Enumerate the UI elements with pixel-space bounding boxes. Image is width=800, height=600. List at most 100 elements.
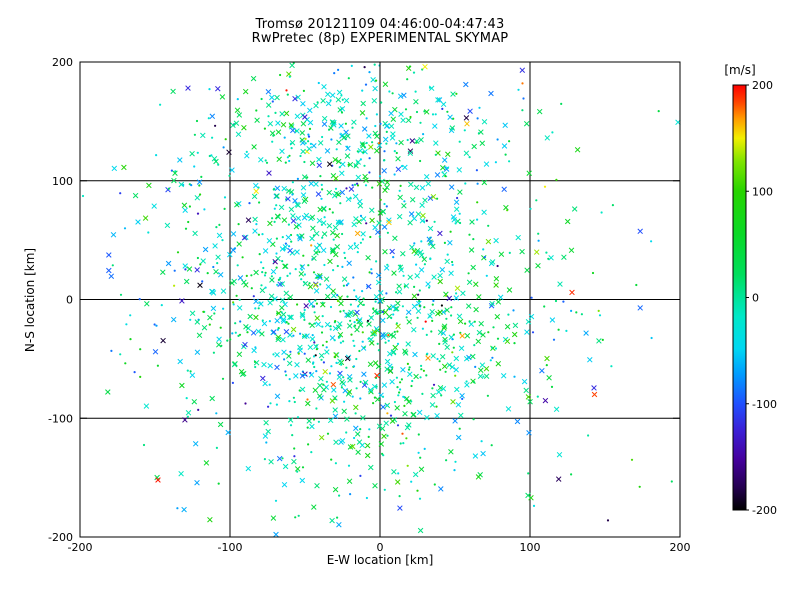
data-point [454, 285, 461, 291]
data-point [356, 184, 360, 187]
data-point [326, 222, 333, 229]
data-point [275, 403, 278, 406]
data-point [406, 464, 409, 467]
data-point [359, 428, 362, 431]
x-tick-label: -100 [218, 541, 243, 554]
data-point [182, 263, 188, 269]
data-point [237, 334, 240, 337]
data-point [315, 302, 318, 305]
data-point [374, 372, 380, 379]
data-point [480, 440, 483, 443]
data-point [397, 194, 403, 201]
scatter-points [81, 61, 681, 538]
data-point [496, 138, 499, 141]
x-tick-label: 100 [520, 541, 541, 554]
data-point [383, 150, 386, 153]
data-point [258, 201, 261, 204]
data-point [372, 130, 379, 137]
data-point [368, 71, 371, 74]
data-point [379, 198, 382, 201]
data-point [254, 365, 257, 369]
data-point [342, 284, 345, 287]
outlier-point [543, 185, 547, 188]
data-point [386, 219, 392, 226]
data-point [480, 450, 486, 457]
data-point [524, 267, 530, 273]
data-point [377, 298, 383, 304]
data-point [357, 147, 364, 154]
data-point [138, 298, 141, 301]
data-point [354, 326, 360, 333]
data-point [429, 257, 432, 261]
data-point [258, 157, 264, 163]
data-point [547, 257, 550, 260]
data-point [308, 127, 312, 130]
data-point [468, 233, 471, 236]
data-point [314, 482, 320, 489]
data-point [519, 248, 525, 255]
data-point [598, 314, 602, 317]
data-point [326, 432, 330, 435]
data-point [355, 295, 358, 298]
data-point [389, 248, 395, 255]
data-point [336, 89, 343, 96]
data-point [329, 517, 335, 524]
data-point [419, 376, 422, 379]
data-point [321, 325, 324, 328]
data-point [347, 77, 350, 80]
data-point [468, 321, 475, 327]
data-point [444, 344, 450, 351]
data-point [361, 126, 368, 132]
data-point [300, 185, 307, 191]
data-point [346, 295, 349, 298]
data-point [420, 368, 423, 371]
data-point [487, 331, 490, 334]
data-point [378, 175, 382, 178]
data-point [288, 159, 291, 163]
data-point [264, 271, 267, 274]
data-point [143, 403, 150, 409]
data-point [433, 220, 436, 223]
data-point [524, 329, 530, 335]
data-point [431, 113, 435, 116]
data-point [121, 164, 127, 171]
data-point [345, 145, 351, 152]
data-point [349, 443, 356, 450]
data-point [399, 184, 402, 187]
data-point [342, 309, 345, 312]
axes [79, 61, 681, 538]
data-point [299, 130, 306, 136]
data-point [365, 496, 368, 500]
data-point [220, 288, 227, 294]
data-point [214, 124, 217, 127]
data-point [405, 341, 411, 347]
data-point [383, 488, 386, 491]
data-point [281, 457, 284, 460]
data-point [253, 314, 259, 321]
data-point [476, 218, 479, 221]
data-point [275, 204, 278, 207]
data-point [194, 319, 201, 325]
data-point [312, 387, 319, 393]
data-point [295, 215, 302, 222]
data-point [276, 156, 282, 163]
data-point [476, 117, 479, 120]
data-point [323, 276, 330, 282]
data-point [234, 331, 237, 334]
data-point [494, 161, 497, 164]
data-point [487, 224, 490, 227]
data-point [388, 123, 395, 129]
data-point [492, 326, 495, 329]
data-point [550, 385, 554, 388]
data-point [267, 120, 274, 127]
data-point [353, 242, 356, 245]
data-point [490, 345, 496, 352]
data-point [280, 316, 287, 323]
colorbar-tick-label: -100 [752, 398, 777, 411]
data-point [236, 305, 243, 311]
data-point [265, 102, 272, 108]
data-point [293, 223, 300, 230]
data-point [253, 182, 259, 189]
data-point [374, 300, 377, 303]
data-point [269, 402, 272, 405]
